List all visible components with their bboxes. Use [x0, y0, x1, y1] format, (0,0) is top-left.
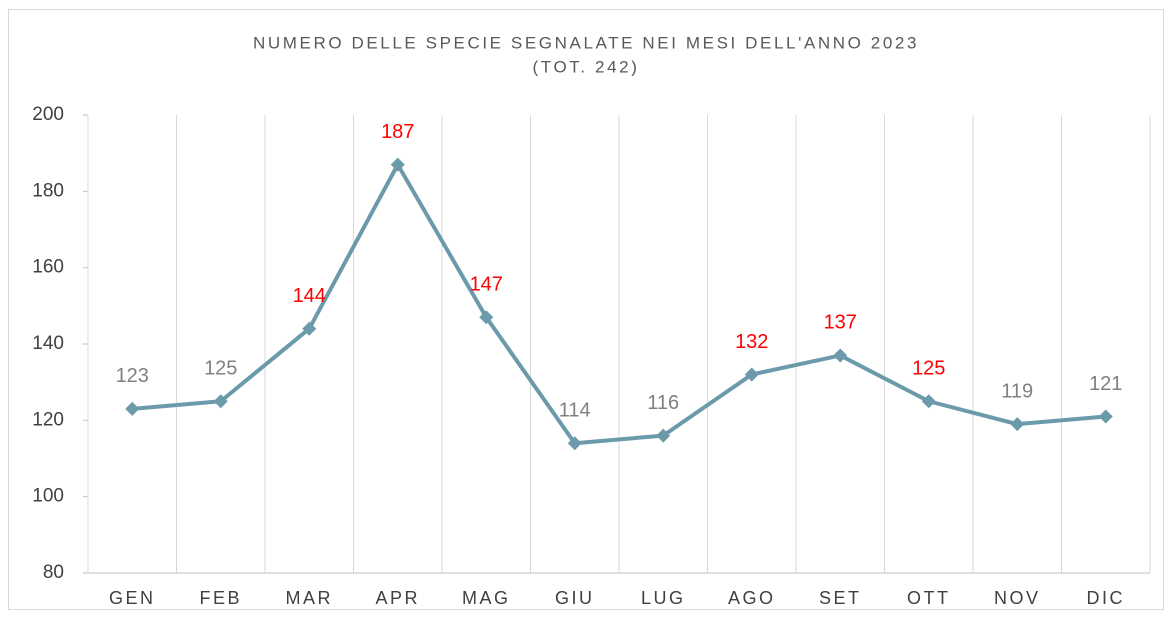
x-tick-label: LUG — [641, 588, 686, 608]
data-label: 147 — [470, 274, 503, 296]
data-label: 114 — [559, 400, 591, 422]
marker — [833, 348, 848, 363]
marker — [567, 436, 582, 451]
y-tick-label: 80 — [43, 562, 64, 583]
data-label: 123 — [116, 365, 149, 387]
x-tick-label: APR — [375, 588, 420, 608]
x-tick-label: DIC — [1087, 588, 1126, 608]
marker — [1010, 417, 1025, 432]
chart-frame — [8, 9, 1164, 610]
data-label: 119 — [1001, 380, 1033, 402]
x-tick-label: MAG — [462, 588, 511, 608]
marker — [302, 321, 317, 336]
x-tick-label: AGO — [728, 588, 776, 608]
marker — [744, 367, 759, 382]
data-label: 125 — [204, 358, 237, 380]
y-tick-label: 160 — [32, 257, 64, 278]
marker — [656, 428, 671, 443]
marker — [125, 401, 140, 416]
chart-subtitle: (TOT. 242) — [533, 57, 640, 76]
x-tick-label: GEN — [109, 588, 156, 608]
marker — [479, 310, 494, 325]
y-tick-label: 100 — [32, 486, 64, 507]
marker — [390, 157, 405, 172]
data-label: 144 — [293, 285, 326, 307]
x-tick-label: MAR — [286, 588, 334, 608]
y-tick-label: 200 — [32, 104, 64, 125]
marker — [921, 394, 936, 409]
x-tick-label: OTT — [907, 588, 951, 608]
data-label: 121 — [1089, 373, 1122, 395]
y-tick-label: 140 — [32, 333, 64, 354]
chart-title: NUMERO DELLE SPECIE SEGNALATE NEI MESI D… — [253, 33, 919, 52]
series-line — [132, 162, 1106, 446]
marker — [213, 394, 228, 409]
y-tick-label: 120 — [32, 409, 64, 430]
x-tick-label: NOV — [994, 588, 1041, 608]
data-label: 137 — [824, 312, 857, 334]
y-tick-label: 180 — [32, 180, 64, 201]
data-label: 132 — [735, 331, 768, 353]
x-tick-label: FEB — [199, 588, 242, 608]
data-label: 187 — [381, 121, 414, 143]
x-tick-label: GIU — [555, 588, 595, 608]
data-label: 116 — [647, 392, 679, 414]
data-label: 125 — [912, 358, 945, 380]
marker — [1098, 409, 1113, 424]
x-tick-label: SET — [819, 588, 862, 608]
